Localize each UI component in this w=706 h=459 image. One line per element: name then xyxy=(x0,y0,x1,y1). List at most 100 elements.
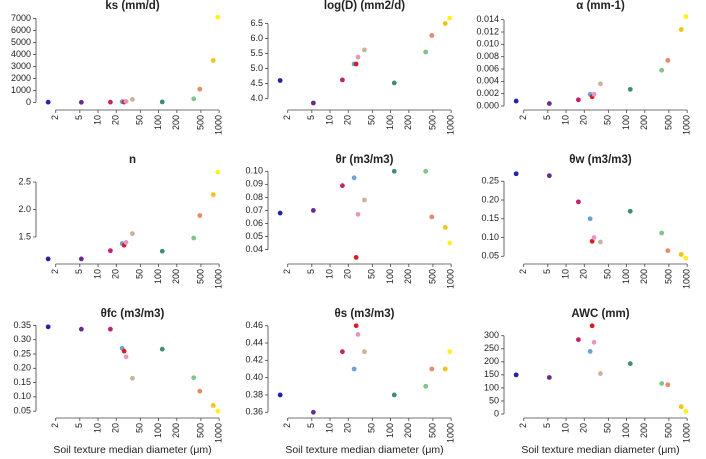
y-tick-label: 0.10 xyxy=(245,166,263,176)
x-tick-label: 2 xyxy=(50,423,60,428)
y-tick-label: 0 xyxy=(26,97,31,107)
x-tick-label: 5 xyxy=(542,423,552,428)
point xyxy=(210,58,216,63)
x-tick-label: 20 xyxy=(579,269,589,279)
x-tick-label: 10 xyxy=(92,269,102,279)
point xyxy=(107,326,113,332)
y-tick-label: 6.5 xyxy=(250,18,263,28)
x-tick-label: 5 xyxy=(74,115,84,120)
y-tick-label: 150 xyxy=(484,369,499,379)
panel-title: θs (m3/m3) xyxy=(335,308,395,320)
x-tick-label: 5 xyxy=(74,269,84,274)
point xyxy=(678,27,684,32)
x-tick-label: 2 xyxy=(50,269,60,274)
x-tick-label: 50 xyxy=(367,269,377,279)
panel-title: log(D) (mm2/d) xyxy=(324,0,405,12)
y-tick-label: 0.000 xyxy=(476,100,499,110)
point xyxy=(277,210,283,216)
x-tick-label: 5 xyxy=(542,115,552,120)
point xyxy=(355,211,361,217)
point xyxy=(107,248,113,254)
point xyxy=(191,96,197,102)
x-tick-label: 20 xyxy=(343,423,353,433)
y-tick-label: 0.20 xyxy=(13,363,31,373)
point xyxy=(678,251,684,257)
point xyxy=(159,99,165,105)
y-tick-label: 50 xyxy=(489,395,499,405)
y-tick-label: 3000 xyxy=(11,61,31,71)
panel-title: ks (mm/d) xyxy=(105,0,159,12)
x-tick-label: 1000 xyxy=(214,115,224,135)
y-tick-label: 4000 xyxy=(11,49,31,59)
point xyxy=(513,372,519,378)
x-tick-label: 2 xyxy=(50,115,60,120)
point xyxy=(355,54,361,60)
point xyxy=(339,349,345,355)
point xyxy=(353,254,359,260)
y-tick-label: 1000 xyxy=(11,85,31,95)
point xyxy=(683,255,689,261)
point xyxy=(423,49,429,55)
x-tick-label: 5 xyxy=(74,423,84,428)
y-tick-label: 0.30 xyxy=(13,334,31,344)
point xyxy=(659,381,665,386)
point xyxy=(130,375,135,381)
point xyxy=(442,224,448,230)
point xyxy=(591,91,597,97)
x-tick-label: 500 xyxy=(663,423,673,438)
y-tick-label: 0.002 xyxy=(476,88,499,98)
x-tick-label: 2 xyxy=(518,115,528,120)
point xyxy=(665,57,671,63)
point xyxy=(575,97,581,103)
y-tick-label: 100 xyxy=(484,382,499,392)
x-tick-label: 2 xyxy=(518,269,528,274)
y-tick-label: 7000 xyxy=(11,13,31,23)
x-tick-label: 500 xyxy=(663,115,673,130)
point xyxy=(665,382,671,388)
y-tick-label: 0.35 xyxy=(13,320,31,330)
point xyxy=(589,323,595,329)
y-tick-label: 0.07 xyxy=(245,205,263,215)
y-tick-label: 0.40 xyxy=(245,372,263,382)
y-tick-label: 0.10 xyxy=(13,391,31,401)
point xyxy=(391,392,397,398)
x-tick-label: 200 xyxy=(403,423,413,438)
point xyxy=(78,326,84,332)
point xyxy=(123,354,129,360)
point xyxy=(277,392,283,398)
y-tick-label: 0.05 xyxy=(13,406,31,416)
y-tick-label: 0.05 xyxy=(245,231,263,241)
point xyxy=(591,339,597,345)
x-tick-label: 500 xyxy=(427,423,437,438)
y-tick-label: 2.5 xyxy=(18,176,31,186)
x-tick-label: 100 xyxy=(153,269,163,284)
point xyxy=(598,371,603,376)
x-tick-label: 5 xyxy=(542,269,552,274)
y-tick-label: 0.42 xyxy=(245,355,263,365)
x-tick-label: 200 xyxy=(171,115,181,130)
x-tick-label: 100 xyxy=(153,115,163,130)
point xyxy=(277,78,283,83)
y-tick-label: 0.008 xyxy=(476,51,499,61)
x-axis-label: Soil texture median diameter (μm) xyxy=(521,444,679,456)
x-tick-label: 500 xyxy=(195,115,205,130)
x-tick-label: 500 xyxy=(427,115,437,130)
point xyxy=(355,331,361,337)
x-tick-label: 10 xyxy=(92,423,102,433)
point xyxy=(598,239,603,245)
x-tick-label: 1000 xyxy=(682,115,692,135)
point xyxy=(210,192,216,198)
x-tick-label: 100 xyxy=(621,423,631,438)
y-tick-label: 0.012 xyxy=(476,26,499,36)
y-tick-label: 0.05 xyxy=(481,251,499,261)
point xyxy=(107,99,113,105)
x-tick-label: 1000 xyxy=(214,269,224,289)
x-tick-label: 20 xyxy=(111,115,121,125)
y-tick-label: 2000 xyxy=(11,73,31,83)
y-tick-label: 300 xyxy=(484,330,499,340)
point xyxy=(45,99,51,105)
x-tick-label: 2 xyxy=(282,423,292,428)
point xyxy=(591,235,597,240)
point xyxy=(429,366,435,372)
